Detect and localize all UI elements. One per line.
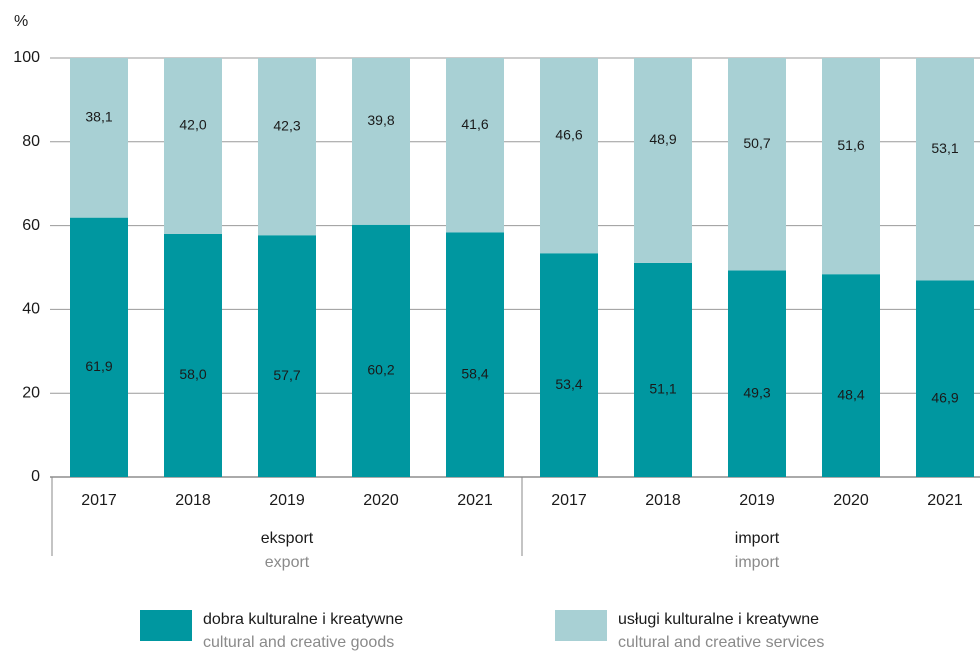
- bar-segment: [916, 280, 974, 477]
- value-label: 58,0: [179, 366, 206, 382]
- y-axis-label: %: [14, 13, 28, 30]
- y-tick-label: 100: [13, 49, 40, 66]
- y-tick-label: 40: [22, 301, 40, 318]
- bar-segment: [352, 224, 410, 477]
- value-label: 49,3: [743, 384, 770, 400]
- legend-label-en: cultural and creative services: [618, 634, 824, 651]
- value-label: 60,2: [367, 362, 394, 378]
- group-label: eksport: [261, 530, 314, 547]
- value-label: 48,9: [649, 131, 676, 147]
- group-label-en: import: [735, 554, 780, 571]
- value-label: 42,3: [273, 117, 300, 133]
- value-label: 51,1: [649, 381, 676, 397]
- x-tick-label: 2018: [175, 492, 211, 509]
- bar-segment: [258, 235, 316, 477]
- bar-segment: [728, 270, 786, 477]
- value-label: 41,6: [461, 116, 488, 132]
- x-tick-label: 2020: [833, 492, 869, 509]
- bar-segment: [540, 58, 598, 254]
- value-label: 48,4: [837, 386, 864, 402]
- value-label: 57,7: [273, 367, 300, 383]
- bar-segment: [70, 58, 128, 218]
- y-tick-label: 80: [22, 133, 40, 150]
- x-tick-label: 2019: [739, 492, 775, 509]
- x-tick-label: 2021: [927, 492, 963, 509]
- y-tick-label: 20: [22, 384, 40, 401]
- legend-label: dobra kulturalne i kreatywne: [203, 611, 403, 628]
- group-label: import: [735, 530, 780, 547]
- bar-segment: [540, 253, 598, 477]
- bar-segment: [728, 58, 786, 271]
- legend-label: usługi kulturalne i kreatywne: [618, 611, 819, 628]
- legend-label-en: cultural and creative goods: [203, 634, 394, 651]
- group-label-en: export: [265, 554, 310, 571]
- x-tick-label: 2017: [81, 492, 117, 509]
- bar-segment: [258, 58, 316, 236]
- x-tick-label: 2021: [457, 492, 493, 509]
- bar-segment: [352, 58, 410, 225]
- y-tick-label: 60: [22, 217, 40, 234]
- value-label: 39,8: [367, 112, 394, 128]
- bar-segment: [822, 58, 880, 275]
- value-label: 50,7: [743, 135, 770, 151]
- value-label: 38,1: [85, 109, 112, 125]
- value-label: 46,9: [931, 389, 958, 405]
- bar-segment: [916, 58, 974, 281]
- bar-segment: [164, 233, 222, 477]
- value-label: 53,4: [555, 376, 582, 392]
- value-label: 46,6: [555, 126, 582, 142]
- bar-segment: [70, 217, 128, 477]
- x-tick-label: 2020: [363, 492, 399, 509]
- value-label: 53,1: [931, 140, 958, 156]
- legend-swatch: [555, 610, 607, 641]
- x-tick-label: 2018: [645, 492, 681, 509]
- bar-segment: [164, 58, 222, 234]
- x-tick-label: 2019: [269, 492, 305, 509]
- value-label: 58,4: [461, 365, 488, 381]
- bar-segment: [446, 58, 504, 233]
- bar-segment: [446, 232, 504, 477]
- bar-segment: [634, 58, 692, 263]
- value-label: 42,0: [179, 117, 206, 133]
- x-tick-label: 2017: [551, 492, 587, 509]
- bar-segment: [822, 274, 880, 477]
- y-tick-label: 0: [31, 468, 40, 485]
- value-label: 61,9: [85, 358, 112, 374]
- bar-segment: [634, 262, 692, 477]
- legend-swatch: [140, 610, 192, 641]
- value-label: 51,6: [837, 137, 864, 153]
